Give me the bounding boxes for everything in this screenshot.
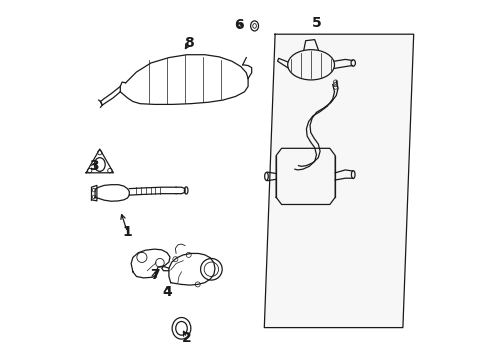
Text: 8: 8: [183, 36, 193, 50]
Text: 7: 7: [149, 269, 159, 282]
Text: 6: 6: [234, 18, 244, 32]
Text: 1: 1: [122, 225, 132, 239]
Text: 2: 2: [182, 331, 191, 345]
Text: 5: 5: [311, 17, 321, 30]
Polygon shape: [264, 34, 413, 328]
Text: 3: 3: [89, 159, 99, 172]
Text: 4: 4: [162, 285, 172, 298]
